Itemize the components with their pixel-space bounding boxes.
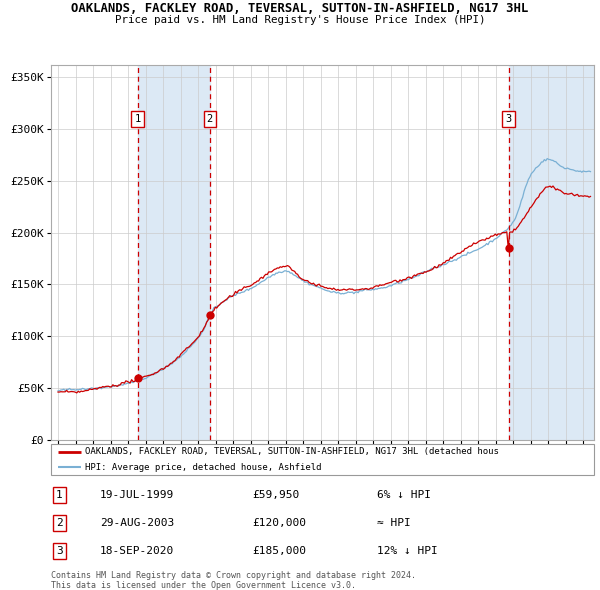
Text: Price paid vs. HM Land Registry's House Price Index (HPI): Price paid vs. HM Land Registry's House … <box>115 15 485 25</box>
Text: 12% ↓ HPI: 12% ↓ HPI <box>377 546 437 556</box>
Text: 3: 3 <box>505 114 512 124</box>
Text: 18-SEP-2020: 18-SEP-2020 <box>100 546 174 556</box>
Text: 1: 1 <box>56 490 62 500</box>
Text: 6% ↓ HPI: 6% ↓ HPI <box>377 490 431 500</box>
Text: ≈ HPI: ≈ HPI <box>377 518 410 527</box>
FancyBboxPatch shape <box>51 444 594 475</box>
Text: 3: 3 <box>56 546 62 556</box>
Text: OAKLANDS, FACKLEY ROAD, TEVERSAL, SUTTON-IN-ASHFIELD, NG17 3HL: OAKLANDS, FACKLEY ROAD, TEVERSAL, SUTTON… <box>71 2 529 15</box>
Text: 1: 1 <box>134 114 140 124</box>
Text: 29-AUG-2003: 29-AUG-2003 <box>100 518 174 527</box>
Text: 19-JUL-1999: 19-JUL-1999 <box>100 490 174 500</box>
Text: HPI: Average price, detached house, Ashfield: HPI: Average price, detached house, Ashf… <box>85 463 322 472</box>
Text: £185,000: £185,000 <box>252 546 306 556</box>
Bar <box>509 65 594 440</box>
Text: 2: 2 <box>206 114 213 124</box>
Text: £120,000: £120,000 <box>252 518 306 527</box>
Text: £59,950: £59,950 <box>252 490 299 500</box>
Bar <box>137 65 209 440</box>
Text: OAKLANDS, FACKLEY ROAD, TEVERSAL, SUTTON-IN-ASHFIELD, NG17 3HL (detached hous: OAKLANDS, FACKLEY ROAD, TEVERSAL, SUTTON… <box>85 447 499 457</box>
Text: This data is licensed under the Open Government Licence v3.0.: This data is licensed under the Open Gov… <box>51 581 356 589</box>
Text: Contains HM Land Registry data © Crown copyright and database right 2024.: Contains HM Land Registry data © Crown c… <box>51 571 416 580</box>
Text: 2: 2 <box>56 518 62 527</box>
